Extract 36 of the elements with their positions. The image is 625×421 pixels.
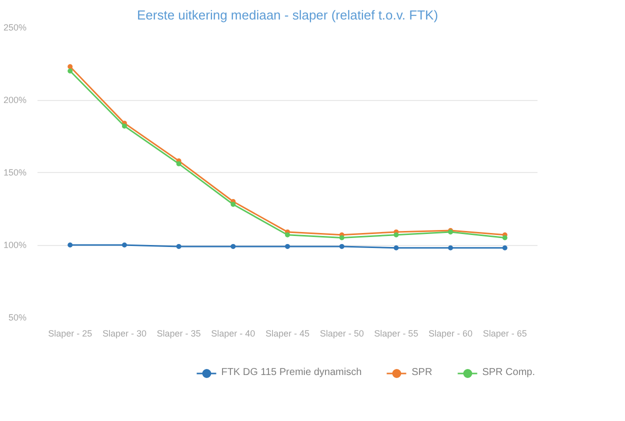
legend-label: FTK DG 115 Premie dynamisch bbox=[221, 367, 362, 378]
point bbox=[68, 64, 73, 70]
point bbox=[285, 232, 290, 238]
point bbox=[502, 235, 508, 240]
point bbox=[68, 242, 73, 248]
x-tick-label: Slaper - 25 bbox=[48, 328, 92, 338]
point bbox=[122, 242, 127, 248]
y-tick-label: 150% bbox=[3, 168, 27, 178]
y-tick-label: 50% bbox=[8, 312, 26, 322]
point bbox=[122, 124, 127, 129]
x-tick-label: Slaper - 50 bbox=[320, 328, 364, 338]
x-tick-label: Slaper - 35 bbox=[156, 328, 201, 338]
chart-title: Eerste uitkering mediaan - slaper (relatief t.o.v. FTK) bbox=[136, 8, 438, 22]
point bbox=[339, 244, 344, 249]
point bbox=[176, 161, 182, 166]
x-tick-label: Slaper - 45 bbox=[265, 328, 310, 338]
point bbox=[68, 68, 73, 74]
x-tick-label: Slaper - 60 bbox=[428, 328, 473, 338]
x-tick-label: Slaper - 30 bbox=[102, 328, 146, 338]
point bbox=[230, 244, 236, 249]
point bbox=[448, 245, 454, 250]
x-tick-label: Slaper - 65 bbox=[482, 328, 527, 338]
point bbox=[285, 244, 290, 249]
y-tick-label: 250% bbox=[3, 22, 27, 32]
point bbox=[339, 235, 344, 240]
y-tick-label: 200% bbox=[3, 95, 27, 105]
point bbox=[394, 232, 399, 238]
y-tick-label: 100% bbox=[3, 240, 27, 250]
legend-label: SPR Comp. bbox=[482, 367, 535, 378]
x-tick-label: Slaper - 55 bbox=[374, 328, 418, 338]
x-tick-label: Slaper - 40 bbox=[211, 328, 256, 338]
point bbox=[394, 245, 399, 250]
point bbox=[230, 202, 236, 207]
legend-label: SPR bbox=[412, 367, 432, 378]
point bbox=[176, 244, 182, 249]
point bbox=[502, 245, 508, 250]
